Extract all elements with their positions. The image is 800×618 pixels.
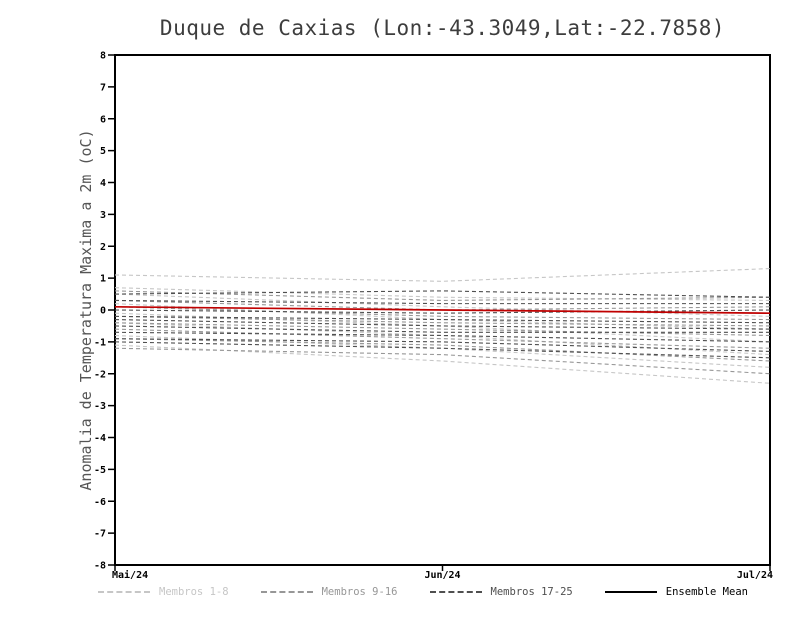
svg-text:-1: -1	[94, 337, 106, 348]
svg-text:8: 8	[100, 51, 106, 62]
svg-text:0: 0	[100, 306, 106, 317]
svg-text:-5: -5	[94, 465, 106, 476]
legend-item-membros-9-16: Membros 9-16	[260, 586, 398, 598]
svg-text:-3: -3	[94, 401, 106, 412]
chart-title: Duque de Caxias (Lon:-43.3049,Lat:-22.78…	[159, 16, 726, 40]
svg-text:-4: -4	[94, 433, 106, 444]
chart-legend: Membros 1-8 Membros 9-16 Membros 17-25 E…	[98, 586, 748, 598]
svg-text:6: 6	[100, 114, 106, 125]
legend-line-sample-membros-1-8	[98, 591, 150, 593]
svg-text:Mai/24: Mai/24	[112, 569, 148, 581]
legend-item-membros-17-25: Membros 17-25	[429, 586, 573, 598]
svg-text:-7: -7	[94, 529, 106, 540]
legend-label-membros-1-8: Membros 1-8	[159, 586, 229, 598]
legend-line-sample-ensemble-mean	[604, 591, 657, 593]
svg-text:2: 2	[100, 242, 106, 253]
legend-label-membros-17-25: Membros 17-25	[490, 586, 573, 598]
svg-text:-6: -6	[94, 497, 106, 508]
legend-line-sample-membros-9-16	[260, 591, 313, 593]
legend-item-ensemble-mean: Ensemble Mean	[604, 586, 748, 598]
svg-text:1: 1	[100, 274, 106, 285]
svg-text:7: 7	[100, 82, 106, 93]
svg-text:-8: -8	[94, 561, 106, 572]
svg-text:4: 4	[100, 178, 106, 189]
legend-line-sample-membros-17-25	[429, 591, 482, 593]
svg-text:Jul/24: Jul/24	[737, 570, 773, 581]
svg-text:-2: -2	[94, 369, 106, 380]
legend-label-membros-9-16: Membros 9-16	[321, 586, 398, 598]
legend-label-ensemble-mean: Ensemble Mean	[665, 586, 748, 598]
y-axis-label: Anomalia de Temperatura Maxima a 2m (oC)	[77, 129, 95, 491]
svg-text:5: 5	[100, 146, 106, 157]
svg-text:Jun/24: Jun/24	[424, 570, 460, 581]
legend-item-membros-1-8: Membros 1-8	[98, 586, 229, 598]
svg-text:3: 3	[100, 210, 106, 221]
